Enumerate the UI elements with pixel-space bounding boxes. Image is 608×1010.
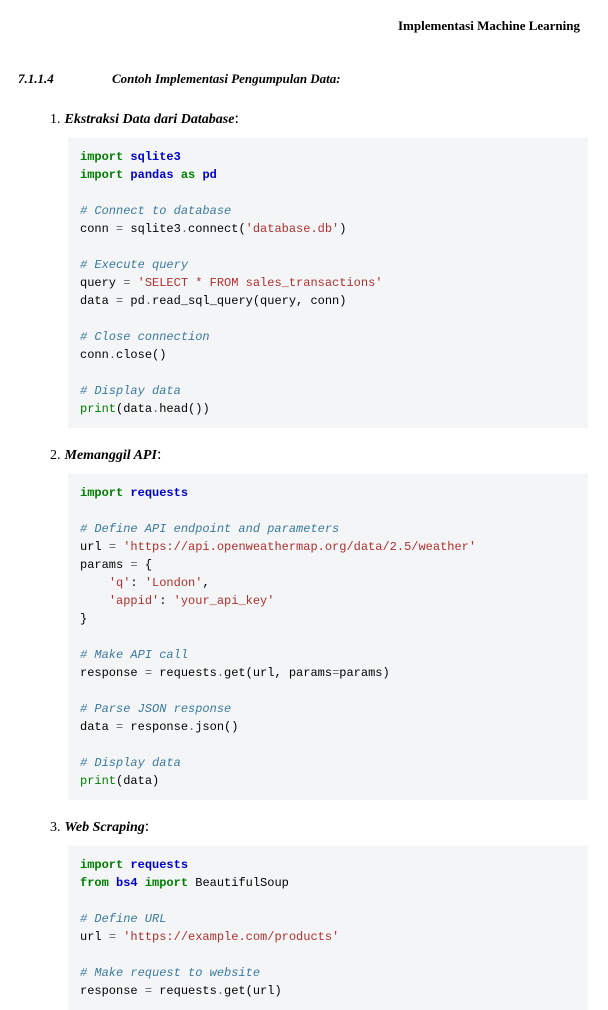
item-colon: : — [145, 818, 149, 835]
item-colon: : — [157, 446, 161, 463]
list-item: 1. Ekstraksi Data dari Database: import … — [50, 110, 588, 428]
list-item: 2. Memanggil API: import requests # Defi… — [50, 446, 588, 800]
list-item: 3. Web Scraping: import requests from bs… — [50, 818, 588, 1010]
item-number: 3. — [50, 820, 61, 835]
section-title: Contoh Implementasi Pengumpulan Data: — [112, 71, 341, 86]
code-block: import sqlite3 import pandas as pd # Con… — [68, 138, 588, 428]
item-title: Web Scraping — [65, 820, 145, 835]
examples-list: 1. Ekstraksi Data dari Database: import … — [18, 110, 588, 1010]
item-number: 2. — [50, 448, 61, 463]
code-block: import requests # Define API endpoint an… — [68, 474, 588, 800]
page-header: Implementasi Machine Learning — [18, 18, 588, 34]
item-title: Memanggil API — [65, 448, 157, 463]
code-block: import requests from bs4 import Beautifu… — [68, 846, 588, 1010]
item-number: 1. — [50, 112, 61, 127]
section-heading: 7.1.1.4 Contoh Implementasi Pengumpulan … — [18, 70, 588, 88]
item-colon: : — [234, 110, 238, 127]
item-title: Ekstraksi Data dari Database — [65, 112, 235, 127]
section-number: 7.1.1.4 — [18, 71, 108, 87]
